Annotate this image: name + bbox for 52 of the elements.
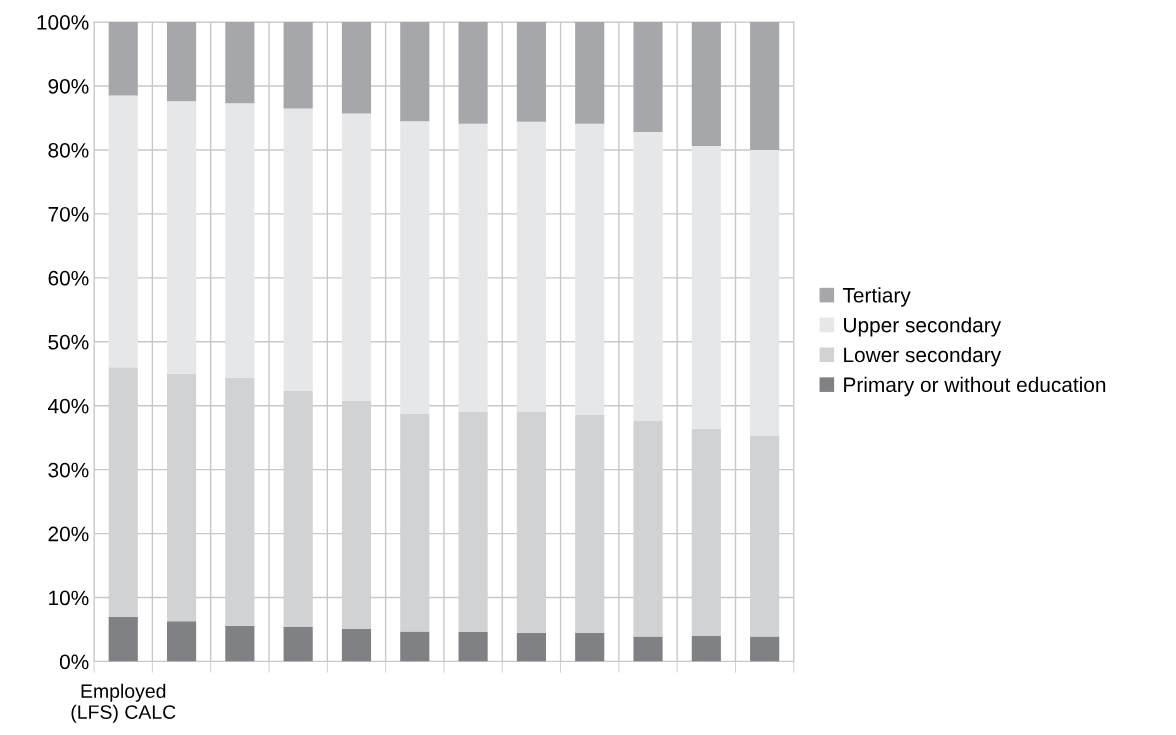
legend-label: Primary or without education xyxy=(844,376,1106,397)
bar xyxy=(225,625,255,662)
bar xyxy=(691,146,721,429)
y-tick-label: 70% xyxy=(48,206,89,222)
bar xyxy=(108,95,138,368)
bar xyxy=(400,22,430,122)
bar xyxy=(691,22,721,147)
x-tick-label: Employed (LFS) CALC xyxy=(71,683,176,723)
y-tick-label: 0% xyxy=(59,654,89,670)
bar xyxy=(283,626,313,662)
legend-label: Upper secondary xyxy=(844,317,1002,337)
bar xyxy=(400,631,430,662)
bar xyxy=(516,22,546,122)
bar xyxy=(166,101,197,374)
bar xyxy=(633,636,663,662)
y-tick-label: 10% xyxy=(49,590,89,606)
bar xyxy=(750,636,780,662)
legend-label: Tertiary xyxy=(842,287,911,307)
bar xyxy=(341,22,372,114)
bar xyxy=(633,22,663,133)
y-tick-label: 20% xyxy=(48,526,89,542)
y-tick-label: 60% xyxy=(48,270,89,286)
bar xyxy=(458,22,488,124)
bar xyxy=(108,616,138,662)
bar xyxy=(225,103,255,378)
bar xyxy=(750,149,780,436)
legend-label: Lower secondary xyxy=(844,346,1002,367)
bar xyxy=(750,22,780,150)
bar xyxy=(341,628,372,662)
y-tick-label: 40% xyxy=(48,398,89,414)
bar xyxy=(166,621,197,662)
bar xyxy=(691,635,721,662)
bar xyxy=(458,123,488,412)
bar xyxy=(283,108,313,392)
bar xyxy=(225,22,255,104)
y-tick-label: 50% xyxy=(48,334,89,350)
bar xyxy=(575,123,605,415)
bar xyxy=(166,22,197,102)
bar xyxy=(108,22,138,96)
bar xyxy=(633,132,663,422)
bar xyxy=(516,632,546,662)
y-tick-label: 80% xyxy=(48,142,89,158)
y-tick-label: 30% xyxy=(48,462,89,478)
bar xyxy=(516,121,546,412)
y-tick-label: 90% xyxy=(48,79,89,94)
bar xyxy=(575,22,605,124)
bar xyxy=(575,632,605,662)
bar xyxy=(341,113,372,401)
y-tick-label: 100% xyxy=(37,15,89,30)
bar xyxy=(400,121,430,415)
bar xyxy=(283,22,313,109)
bar xyxy=(458,632,488,662)
